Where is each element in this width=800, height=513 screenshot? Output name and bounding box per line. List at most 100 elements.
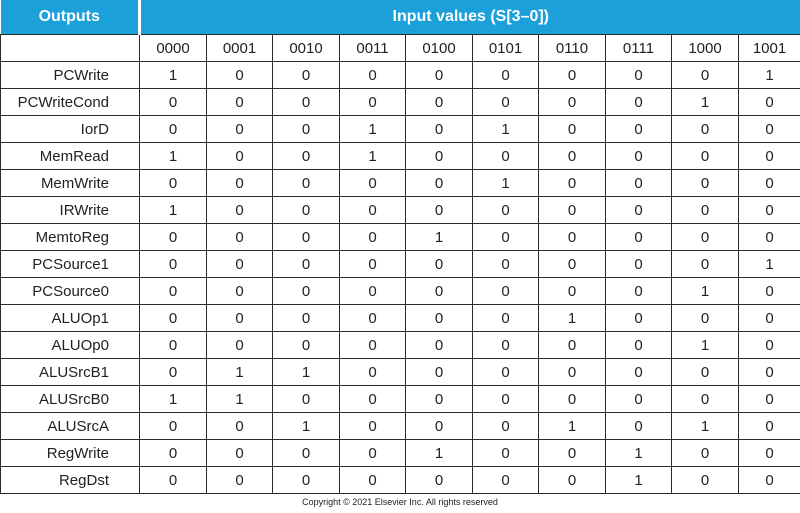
value-cell: 0 — [139, 169, 207, 197]
value-cell: 0 — [538, 466, 606, 494]
value-cell: 0 — [538, 88, 606, 116]
value-cell: 0 — [405, 196, 473, 224]
value-cell: 0 — [339, 466, 406, 494]
value-cell: 0 — [405, 169, 473, 197]
value-cell: 0 — [538, 358, 606, 386]
value-cell: 0 — [737, 196, 800, 224]
column-header-1000: 1000 — [671, 34, 739, 62]
table-row: RegDst 0 0 0 0 0 0 0 1 0 0 — [0, 466, 800, 494]
value-cell: 0 — [339, 331, 406, 359]
value-cell: 0 — [206, 466, 273, 494]
value-cell: 0 — [339, 250, 406, 278]
value-cell: 1 — [339, 142, 406, 170]
copyright-notice: Copyright © 2021 Elsevier Inc. All right… — [302, 497, 498, 507]
value-cell: 0 — [339, 196, 406, 224]
value-cell: 0 — [472, 439, 539, 467]
value-cell: 0 — [605, 142, 672, 170]
value-cell: 0 — [671, 439, 739, 467]
value-cell: 1 — [671, 412, 739, 440]
value-cell: 0 — [737, 466, 800, 494]
row-label: ALUSrcB1 — [0, 358, 140, 386]
value-cell: 0 — [206, 88, 273, 116]
value-cell: 1 — [605, 466, 672, 494]
value-cell: 0 — [405, 331, 473, 359]
value-cell: 0 — [405, 277, 473, 305]
value-cell: 0 — [538, 196, 606, 224]
value-cell: 0 — [538, 385, 606, 413]
value-cell: 1 — [737, 250, 800, 278]
row-label: ALUSrcB0 — [0, 385, 140, 413]
value-cell: 0 — [472, 142, 539, 170]
value-cell: 1 — [671, 277, 739, 305]
value-cell: 0 — [405, 115, 473, 143]
value-cell: 0 — [472, 385, 539, 413]
value-cell: 0 — [671, 304, 739, 332]
value-cell: 0 — [139, 223, 207, 251]
value-cell: 1 — [605, 439, 672, 467]
value-cell: 0 — [538, 142, 606, 170]
table-row: RegWrite 0 0 0 0 1 0 0 1 0 0 — [0, 439, 800, 467]
value-cell: 0 — [405, 466, 473, 494]
value-cell: 1 — [272, 412, 340, 440]
value-cell: 1 — [538, 304, 606, 332]
value-cell: 0 — [472, 412, 539, 440]
table-row: ALUSrcB0 1 1 0 0 0 0 0 0 0 0 — [0, 385, 800, 413]
value-cell: 0 — [206, 223, 273, 251]
value-cell: 0 — [737, 304, 800, 332]
value-cell: 1 — [472, 169, 539, 197]
value-cell: 0 — [339, 88, 406, 116]
value-cell: 0 — [339, 358, 406, 386]
value-cell: 0 — [139, 250, 207, 278]
table-row: PCSource1 0 0 0 0 0 0 0 0 0 1 — [0, 250, 800, 278]
value-cell: 0 — [671, 466, 739, 494]
value-cell: 0 — [139, 358, 207, 386]
value-cell: 0 — [139, 439, 207, 467]
value-cell: 0 — [272, 304, 340, 332]
value-cell: 1 — [405, 223, 473, 251]
value-cell: 0 — [272, 223, 340, 251]
value-cell: 0 — [605, 88, 672, 116]
value-cell: 0 — [405, 358, 473, 386]
value-cell: 0 — [605, 223, 672, 251]
value-cell: 1 — [671, 331, 739, 359]
value-cell: 0 — [206, 196, 273, 224]
value-cell: 0 — [339, 412, 406, 440]
value-cell: 0 — [472, 250, 539, 278]
value-cell: 0 — [139, 88, 207, 116]
row-label: MemRead — [0, 142, 140, 170]
value-cell: 0 — [605, 115, 672, 143]
row-label: PCSource0 — [0, 277, 140, 305]
value-cell: 0 — [139, 412, 207, 440]
value-cell: 0 — [538, 277, 606, 305]
row-label: MemtoReg — [0, 223, 140, 251]
value-cell: 0 — [472, 304, 539, 332]
column-header-0101: 0101 — [472, 34, 539, 62]
value-cell: 0 — [206, 331, 273, 359]
value-cell: 0 — [671, 61, 739, 89]
value-cell: 0 — [671, 142, 739, 170]
value-cell: 0 — [272, 466, 340, 494]
corner-cell — [0, 34, 140, 62]
value-cell: 0 — [605, 169, 672, 197]
value-cell: 0 — [206, 169, 273, 197]
value-cell: 1 — [671, 88, 739, 116]
table-row: IRWrite 1 0 0 0 0 0 0 0 0 0 — [0, 196, 800, 224]
row-label: PCSource1 — [0, 250, 140, 278]
value-cell: 0 — [605, 196, 672, 224]
value-cell: 0 — [671, 385, 739, 413]
column-header-0001: 0001 — [206, 34, 273, 62]
row-label: ALUSrcA — [0, 412, 140, 440]
value-cell: 0 — [272, 277, 340, 305]
value-cell: 0 — [405, 250, 473, 278]
input-values-header: Input values (S[3–0]) — [139, 0, 800, 35]
value-cell: 0 — [139, 304, 207, 332]
value-cell: 0 — [139, 331, 207, 359]
value-cell: 0 — [737, 115, 800, 143]
value-cell: 0 — [272, 61, 340, 89]
value-cell: 0 — [272, 196, 340, 224]
value-cell: 0 — [605, 385, 672, 413]
value-cell: 0 — [538, 115, 606, 143]
value-cell: 0 — [272, 169, 340, 197]
value-cell: 0 — [272, 439, 340, 467]
value-cell: 0 — [605, 358, 672, 386]
